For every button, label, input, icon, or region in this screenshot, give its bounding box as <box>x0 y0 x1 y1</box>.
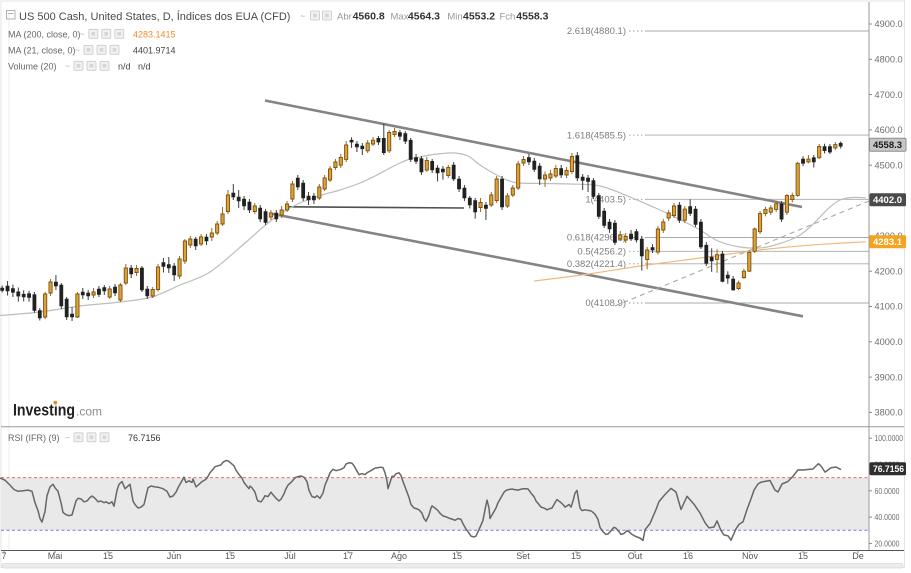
svg-text:4800.0: 4800.0 <box>875 55 903 65</box>
svg-text:~: ~ <box>65 433 70 443</box>
svg-text:Abr: Abr <box>337 12 352 23</box>
svg-text:4401.9714: 4401.9714 <box>133 45 176 55</box>
svg-text:Investing: Investing <box>13 401 75 420</box>
svg-text:0(4108.9): 0(4108.9) <box>585 298 626 309</box>
svg-text:60.0000: 60.0000 <box>875 487 900 496</box>
svg-text:17: 17 <box>343 551 353 561</box>
svg-text:~: ~ <box>65 61 70 71</box>
svg-text:4900.0: 4900.0 <box>875 19 903 29</box>
svg-text:100.0000: 100.0000 <box>875 434 904 443</box>
svg-text:Out: Out <box>628 551 643 561</box>
svg-text:.com: .com <box>76 405 102 419</box>
svg-text:Ago: Ago <box>391 551 407 561</box>
svg-text:4560.8: 4560.8 <box>353 11 385 23</box>
svg-text:~: ~ <box>75 45 80 55</box>
svg-text:Jul: Jul <box>284 551 296 561</box>
svg-text:Set: Set <box>516 551 530 561</box>
svg-text:~: ~ <box>80 29 85 39</box>
svg-text:15: 15 <box>571 551 581 561</box>
svg-text:MA (200, close, 0): MA (200, close, 0) <box>8 29 81 39</box>
svg-text:15: 15 <box>452 551 462 561</box>
svg-text:0.618(4296.2): 0.618(4296.2) <box>567 233 626 244</box>
svg-text:Min: Min <box>447 12 462 23</box>
svg-text:MA (21, close, 0): MA (21, close, 0) <box>8 45 76 55</box>
svg-text:~: ~ <box>300 11 305 21</box>
svg-text:4500.0: 4500.0 <box>875 160 903 170</box>
svg-text:3900.0: 3900.0 <box>875 372 903 382</box>
svg-text:4558.3: 4558.3 <box>873 140 902 151</box>
svg-text:15: 15 <box>798 551 808 561</box>
svg-text:7: 7 <box>1 551 6 561</box>
svg-text:15: 15 <box>225 551 235 561</box>
svg-text:20.0000: 20.0000 <box>875 539 900 548</box>
svg-text:US 500 Cash, United States, D,: US 500 Cash, United States, D, Índices d… <box>19 10 290 23</box>
svg-text:15: 15 <box>103 551 113 561</box>
svg-text:4553.2: 4553.2 <box>463 11 495 23</box>
svg-text:Mai: Mai <box>48 551 63 561</box>
svg-text:4700.0: 4700.0 <box>875 90 903 100</box>
svg-text:3800.0: 3800.0 <box>875 408 903 418</box>
svg-text:40.0000: 40.0000 <box>875 513 900 522</box>
svg-text:4558.3: 4558.3 <box>516 11 548 23</box>
svg-text:1.618(4585.5): 1.618(4585.5) <box>567 130 626 141</box>
svg-text:0.5(4256.2): 0.5(4256.2) <box>577 247 626 258</box>
svg-text:2.618(4880.1): 2.618(4880.1) <box>567 26 626 37</box>
svg-text:RSI (IFR) (9): RSI (IFR) (9) <box>8 433 60 443</box>
svg-text:n/d n/d: n/d n/d <box>118 61 151 71</box>
svg-text:4000.0: 4000.0 <box>875 337 903 347</box>
svg-text:76.7156: 76.7156 <box>873 464 904 475</box>
svg-text:Jun: Jun <box>167 551 182 561</box>
svg-text:De: De <box>852 551 864 561</box>
svg-text:Volume (20): Volume (20) <box>8 61 57 71</box>
svg-text:16: 16 <box>683 551 693 561</box>
svg-text:Nov: Nov <box>742 551 759 561</box>
svg-text:4564.3: 4564.3 <box>408 11 440 23</box>
svg-text:4283.1415: 4283.1415 <box>133 29 176 39</box>
svg-text:4200.0: 4200.0 <box>875 266 903 276</box>
svg-text:4402.0: 4402.0 <box>873 195 902 206</box>
svg-text:76.7156: 76.7156 <box>128 433 161 443</box>
svg-text:Max: Max <box>391 12 409 23</box>
svg-text:4100.0: 4100.0 <box>875 302 903 312</box>
svg-text:1(4403.5): 1(4403.5) <box>585 195 626 206</box>
svg-text:0.382(4221.4): 0.382(4221.4) <box>567 259 626 270</box>
svg-text:Fch: Fch <box>500 12 516 23</box>
svg-text:4283.1: 4283.1 <box>873 237 903 248</box>
svg-text:4600.0: 4600.0 <box>875 125 903 135</box>
